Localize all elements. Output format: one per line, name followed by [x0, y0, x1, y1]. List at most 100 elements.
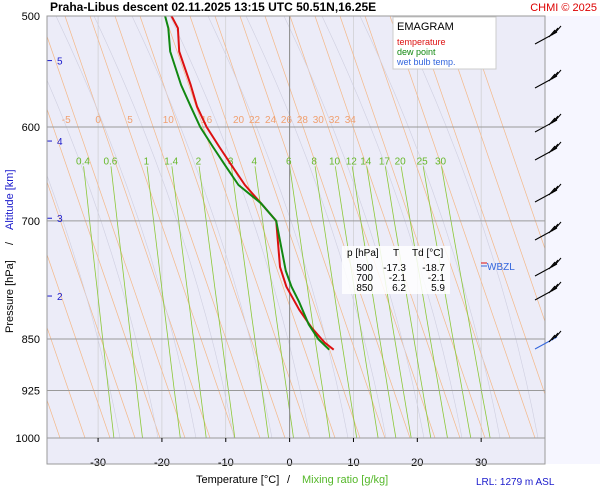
- table-row-850-t: 6.2: [392, 283, 406, 294]
- wind-barb-flag: [548, 225, 556, 234]
- wind-barb-flag: [554, 69, 562, 78]
- credit-label: CHMI © 2025: [530, 2, 597, 14]
- wind-barb-flag: [548, 261, 556, 270]
- altitude-tick-label: 2: [57, 292, 63, 303]
- table-header-p: p [hPa]: [347, 248, 379, 259]
- mixing-ratio-label: 1.4: [164, 157, 178, 168]
- mixing-ratio-label: 20: [395, 157, 407, 168]
- moist-adiabat-line: [321, 16, 463, 439]
- moist-adiabat-line: [131, 16, 273, 439]
- wind-barb-flag: [554, 221, 562, 230]
- mixing-ratio-label: 14: [360, 157, 372, 168]
- wind-barbs: [534, 25, 562, 350]
- dry-adiabat-label: 16: [201, 115, 213, 126]
- wind-barb-flag: [554, 183, 562, 192]
- moist-adiabat-line: [283, 16, 425, 439]
- dry-adiabat-line: [114, 16, 261, 439]
- dry-adiabat-label: 32: [329, 115, 341, 126]
- dry-adiabat-label: 24: [265, 115, 277, 126]
- mixing-ratio-label: 12: [346, 157, 358, 168]
- mixing-ratio-label: 25: [417, 157, 429, 168]
- table-row-500-t: -17.3: [383, 263, 406, 274]
- dry-adiabat-label: 5: [127, 115, 133, 126]
- mixing-ratio-label: 1: [144, 157, 150, 168]
- dry-adiabat-line: [47, 180, 136, 439]
- mixing-ratio-label: 2: [196, 157, 202, 168]
- dry-adiabat-line: [47, 108, 161, 439]
- dry-adiabat-line: [389, 16, 536, 439]
- altitude-tick-label: 4: [57, 137, 63, 148]
- mixing-ratio-label: 4: [252, 157, 258, 168]
- table-row-500-p: 500: [356, 263, 373, 274]
- wind-barb-flag: [551, 223, 559, 232]
- legend-box: [392, 16, 497, 70]
- dry-adiabat-line: [464, 16, 545, 250]
- moist-adiabat-line: [245, 16, 387, 439]
- altitude-tick-label: 5: [57, 57, 63, 68]
- station-info: LRL: 1279 m ASL: [476, 477, 555, 488]
- wind-barb-flag: [551, 283, 559, 292]
- y-tick-label: 500: [22, 11, 40, 23]
- wind-barb-flag: [548, 29, 556, 38]
- x-tick-label: -30: [90, 457, 106, 469]
- dry-adiabat-line: [214, 16, 361, 439]
- wind-barb-flag: [551, 115, 559, 124]
- dry-adiabat-line: [314, 16, 461, 439]
- dry-adiabat-line: [64, 16, 211, 439]
- x-tick-label: 0: [287, 457, 293, 469]
- y-axis-label-separator: /: [4, 241, 16, 245]
- wind-barb-flag: [548, 187, 556, 196]
- dry-adiabat-label: 22: [249, 115, 261, 126]
- wind-barb-flag: [551, 332, 559, 341]
- wind-barb-flag: [551, 143, 559, 152]
- grid-labels: 0.4 0.6 1 1.4 2 3 4 6 8 10 12 14 17 20 25 30-5 0 5 10 16 20 2…: [62, 115, 447, 168]
- dry-adiabat-label: 34: [345, 115, 357, 126]
- dry-adiabat-line: [364, 16, 511, 439]
- temperature-profile-line: [170, 16, 335, 351]
- dry-adiabat-label: -5: [62, 115, 71, 126]
- wind-barb-flag: [554, 141, 562, 150]
- moist-adiabat-line: [55, 16, 197, 439]
- table-row-700-t: -2.1: [389, 273, 407, 284]
- dry-adiabat-line: [47, 35, 186, 439]
- x-tick-label: -20: [154, 457, 170, 469]
- wind-barb-flag: [554, 25, 562, 34]
- x-axis-label-mixing: Mixing ratio [g/kg]: [302, 474, 388, 486]
- y-tick-label: 925: [22, 386, 40, 398]
- moist-adiabat-line: [207, 16, 349, 439]
- dry-adiabat-line: [47, 326, 86, 439]
- dry-adiabat-label: 0: [95, 115, 101, 126]
- wind-barb-flag: [548, 145, 556, 154]
- dry-adiabat-label: 30: [313, 115, 325, 126]
- y-tick-label: 850: [22, 334, 40, 346]
- wind-barb-flag: [554, 257, 562, 266]
- table-row-700-p: 700: [356, 273, 373, 284]
- grid-lines: [47, 16, 545, 439]
- wind-barb-flag: [548, 117, 556, 126]
- mixing-ratio-label: 6: [286, 157, 292, 168]
- wind-barb-flag: [554, 330, 562, 339]
- wind-barb-flag: [554, 113, 562, 122]
- chart-header-title: Praha-Libus descent 02.11.2025 13:15 UTC…: [50, 0, 376, 14]
- y-tick-label: 700: [22, 216, 40, 228]
- dry-adiabat-line: [139, 16, 286, 439]
- wind-barb-flag: [548, 285, 556, 294]
- altitude-tick-label: 3: [57, 214, 63, 225]
- dry-adiabat-label: 10: [163, 115, 175, 126]
- dry-adiabat-line: [289, 16, 436, 439]
- wind-barb-panel: [545, 16, 600, 464]
- dry-adiabat-label: 26: [281, 115, 293, 126]
- mixing-ratio-label: 30: [435, 157, 447, 168]
- wind-barb-flag: [548, 73, 556, 82]
- moist-adiabat-line: [359, 16, 501, 439]
- table-row-850-td: 5.9: [431, 283, 445, 294]
- dry-adiabat-line: [439, 16, 545, 323]
- table-header-t: T: [393, 248, 399, 259]
- moist-adiabat-line: [397, 16, 539, 439]
- chart-title: EMAGRAM: [397, 21, 454, 33]
- profile-series: [164, 16, 335, 351]
- mixing-ratio-label: 3: [228, 157, 234, 168]
- y-tick-label: 1000: [16, 433, 40, 445]
